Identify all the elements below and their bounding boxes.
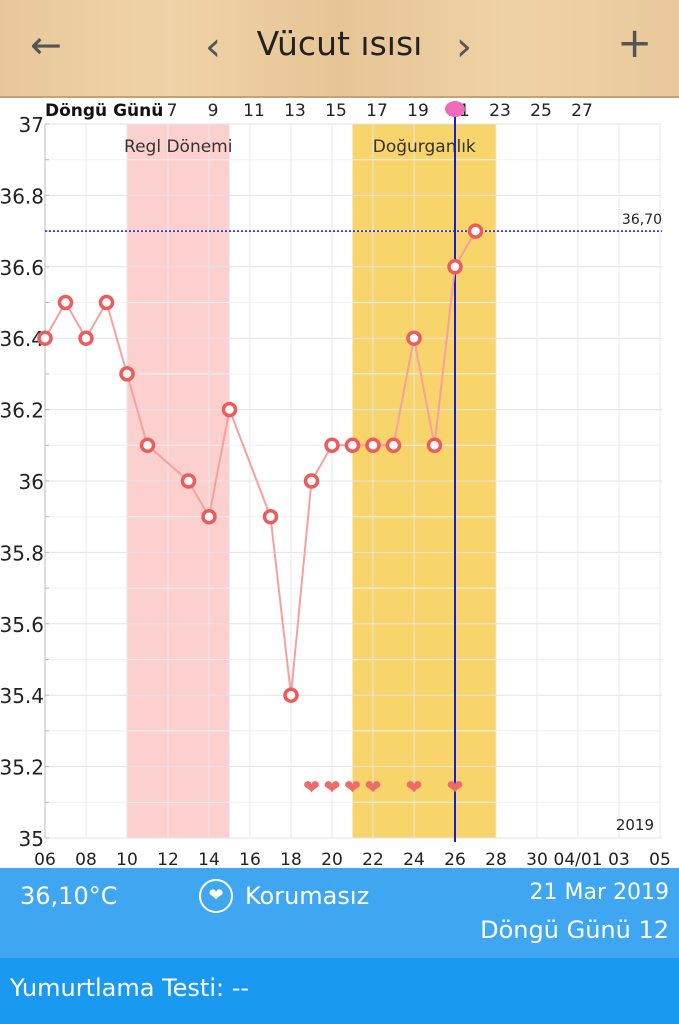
data-point	[201, 508, 217, 525]
cycle-day-label: Döngü Günü 12	[480, 916, 669, 944]
data-point	[139, 437, 156, 454]
y-tick-label: 36	[19, 470, 44, 494]
year-label: 2019	[616, 816, 654, 834]
reference-line-label: 36,70	[622, 212, 662, 228]
prev-chevron-icon[interactable]: ‹	[205, 24, 221, 70]
data-point	[119, 366, 135, 382]
cycle-day-tick: 7	[167, 101, 178, 121]
data-point	[221, 401, 238, 418]
cycle-day-tick: 9	[208, 101, 219, 121]
cycle-day-tick: 13	[284, 101, 306, 121]
cycle-axis-label-bg	[44, 98, 160, 120]
cycle-day-tick: 19	[407, 101, 429, 121]
y-tick-label: 35.4	[0, 684, 44, 708]
ovulation-test-label: Yumurtlama Testi: --	[10, 974, 250, 1002]
protection-status: Korumasız	[245, 882, 370, 910]
data-point	[37, 330, 53, 346]
y-tick-label: 36.8	[0, 184, 44, 208]
add-icon[interactable]: +	[617, 18, 653, 67]
data-point	[78, 330, 94, 346]
data-point	[385, 437, 402, 454]
temperature-value: 36,10°C	[20, 882, 118, 910]
x-tick-label: 12	[157, 850, 179, 868]
data-point	[467, 223, 484, 239]
data-point	[426, 437, 443, 454]
x-tick-label: 10	[116, 850, 138, 868]
data-point	[283, 687, 299, 703]
intercourse-heart-icon: ❤	[303, 775, 320, 799]
data-point	[262, 508, 279, 525]
intercourse-heart-icon: ❤	[344, 775, 361, 799]
x-tick-label: 30	[526, 850, 548, 868]
x-tick-label: 08	[75, 850, 97, 868]
intercourse-heart-icon: ❤	[447, 775, 464, 799]
band-label: Regl Dönemi	[124, 137, 232, 157]
y-tick-label: 35	[19, 827, 44, 851]
cycle-day-tick: 15	[325, 101, 347, 121]
cycle-day-tick: 25	[530, 101, 552, 121]
y-tick-label: 35.6	[0, 613, 44, 637]
today-marker-dot	[445, 101, 465, 117]
data-point	[344, 437, 361, 454]
cycle-day-tick: 11	[243, 101, 265, 121]
x-tick-label: 22	[362, 850, 384, 868]
next-chevron-icon[interactable]: ›	[456, 24, 472, 70]
x-tick-label: 20	[321, 850, 343, 868]
back-arrow-icon[interactable]: ←	[30, 23, 62, 67]
y-tick-label: 35.2	[0, 756, 44, 780]
x-tick-label: 06	[34, 850, 56, 868]
intercourse-heart-icon: ❤	[365, 775, 382, 799]
ovulation-panel[interactable]: Yumurtlama Testi: --	[0, 958, 679, 1024]
heart-icon: ❤	[199, 879, 233, 913]
y-tick-label: 35.8	[0, 541, 44, 565]
status-panel: 36,10°C ❤ Korumasız 21 Mar 2019 Döngü Gü…	[0, 868, 679, 958]
x-tick-label: 03	[608, 850, 630, 868]
intercourse-heart-icon: ❤	[324, 775, 341, 799]
x-tick-label: 16	[239, 850, 261, 868]
y-tick-label: 37	[19, 113, 44, 137]
temperature-chart[interactable]: 35 35.2 35.4 35.6 35.8 36 36.2 36.4 36.6 36.8 37 06…	[0, 96, 679, 868]
cycle-day-tick: 17	[366, 101, 388, 121]
page-title: Vücut ısısı	[256, 24, 423, 63]
x-tick-label: 28	[485, 850, 507, 868]
cycle-day-tick: 23	[489, 101, 511, 121]
band-label: Doğurganlık	[373, 137, 476, 157]
data-point	[365, 437, 381, 454]
data-point	[180, 473, 197, 489]
x-tick-label: 04/01	[554, 850, 603, 868]
data-point	[303, 473, 320, 489]
x-tick-label: 26	[444, 850, 466, 868]
x-tick-label: 24	[403, 850, 425, 868]
data-point	[98, 294, 115, 311]
header: ← ‹ Vücut ısısı › +	[0, 0, 679, 98]
data-point	[406, 330, 422, 346]
selected-date: 21 Mar 2019	[529, 880, 669, 905]
x-tick-label: 18	[280, 850, 302, 868]
cycle-day-tick: 27	[571, 101, 593, 121]
intercourse-heart-icon: ❤	[406, 775, 423, 799]
x-tick-label: 05	[649, 850, 671, 868]
data-point	[57, 294, 74, 311]
data-point	[447, 259, 463, 275]
cycle-axis-label: Döngü Günü	[45, 101, 163, 121]
data-point	[324, 437, 340, 454]
y-tick-label: 36.4	[0, 327, 44, 351]
temperature-series-line	[44, 230, 477, 696]
y-tick-label: 36.6	[0, 256, 44, 280]
x-tick-label: 14	[198, 850, 220, 868]
y-tick-label: 36.2	[0, 399, 44, 423]
